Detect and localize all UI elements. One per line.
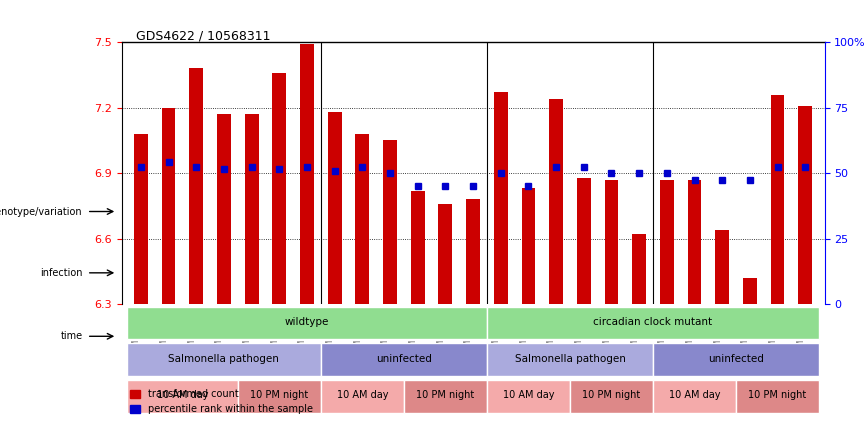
Bar xyxy=(300,44,314,304)
Bar xyxy=(273,73,286,304)
Text: 10 PM night: 10 PM night xyxy=(582,390,641,401)
Text: infection: infection xyxy=(40,268,82,278)
Bar xyxy=(604,180,618,304)
Text: time: time xyxy=(61,331,82,341)
Bar xyxy=(189,69,203,304)
FancyBboxPatch shape xyxy=(487,343,653,376)
Bar xyxy=(134,134,148,304)
FancyBboxPatch shape xyxy=(404,380,487,413)
Text: 10 PM night: 10 PM night xyxy=(417,390,475,401)
Bar xyxy=(466,199,480,304)
FancyBboxPatch shape xyxy=(127,307,487,339)
FancyBboxPatch shape xyxy=(127,380,238,413)
Text: 10 AM day: 10 AM day xyxy=(503,390,554,401)
FancyBboxPatch shape xyxy=(653,343,819,376)
Text: Salmonella pathogen: Salmonella pathogen xyxy=(515,354,625,364)
FancyBboxPatch shape xyxy=(487,307,819,339)
FancyBboxPatch shape xyxy=(570,380,653,413)
Bar xyxy=(660,180,674,304)
Text: GDS4622 / 10568311: GDS4622 / 10568311 xyxy=(135,29,270,42)
Text: uninfected: uninfected xyxy=(708,354,764,364)
Text: Salmonella pathogen: Salmonella pathogen xyxy=(168,354,279,364)
Bar xyxy=(743,278,757,304)
Text: uninfected: uninfected xyxy=(376,354,431,364)
Text: wildtype: wildtype xyxy=(285,317,329,327)
Bar xyxy=(715,230,729,304)
Bar xyxy=(438,204,452,304)
Bar xyxy=(411,191,424,304)
Text: genotype/variation: genotype/variation xyxy=(0,206,82,217)
Bar xyxy=(355,134,369,304)
Text: circadian clock mutant: circadian clock mutant xyxy=(594,317,713,327)
Bar xyxy=(383,140,397,304)
FancyBboxPatch shape xyxy=(321,380,404,413)
Text: 10 AM day: 10 AM day xyxy=(668,390,720,401)
Bar xyxy=(494,93,508,304)
Legend: transformed count, percentile rank within the sample: transformed count, percentile rank withi… xyxy=(127,385,317,418)
FancyBboxPatch shape xyxy=(238,380,321,413)
Bar xyxy=(161,108,175,304)
Bar xyxy=(687,180,701,304)
Text: 10 PM night: 10 PM night xyxy=(748,390,806,401)
Bar xyxy=(632,234,646,304)
Text: 10 AM day: 10 AM day xyxy=(337,390,388,401)
Bar xyxy=(577,178,591,304)
Bar xyxy=(245,114,259,304)
Text: 10 AM day: 10 AM day xyxy=(156,390,208,401)
Bar xyxy=(799,106,812,304)
FancyBboxPatch shape xyxy=(653,380,736,413)
FancyBboxPatch shape xyxy=(487,380,570,413)
Bar xyxy=(217,114,231,304)
Text: 10 PM night: 10 PM night xyxy=(250,390,308,401)
Bar xyxy=(328,112,342,304)
FancyBboxPatch shape xyxy=(127,343,321,376)
FancyBboxPatch shape xyxy=(736,380,819,413)
Bar xyxy=(771,95,785,304)
FancyBboxPatch shape xyxy=(321,343,487,376)
Bar xyxy=(522,189,536,304)
Bar xyxy=(549,99,563,304)
